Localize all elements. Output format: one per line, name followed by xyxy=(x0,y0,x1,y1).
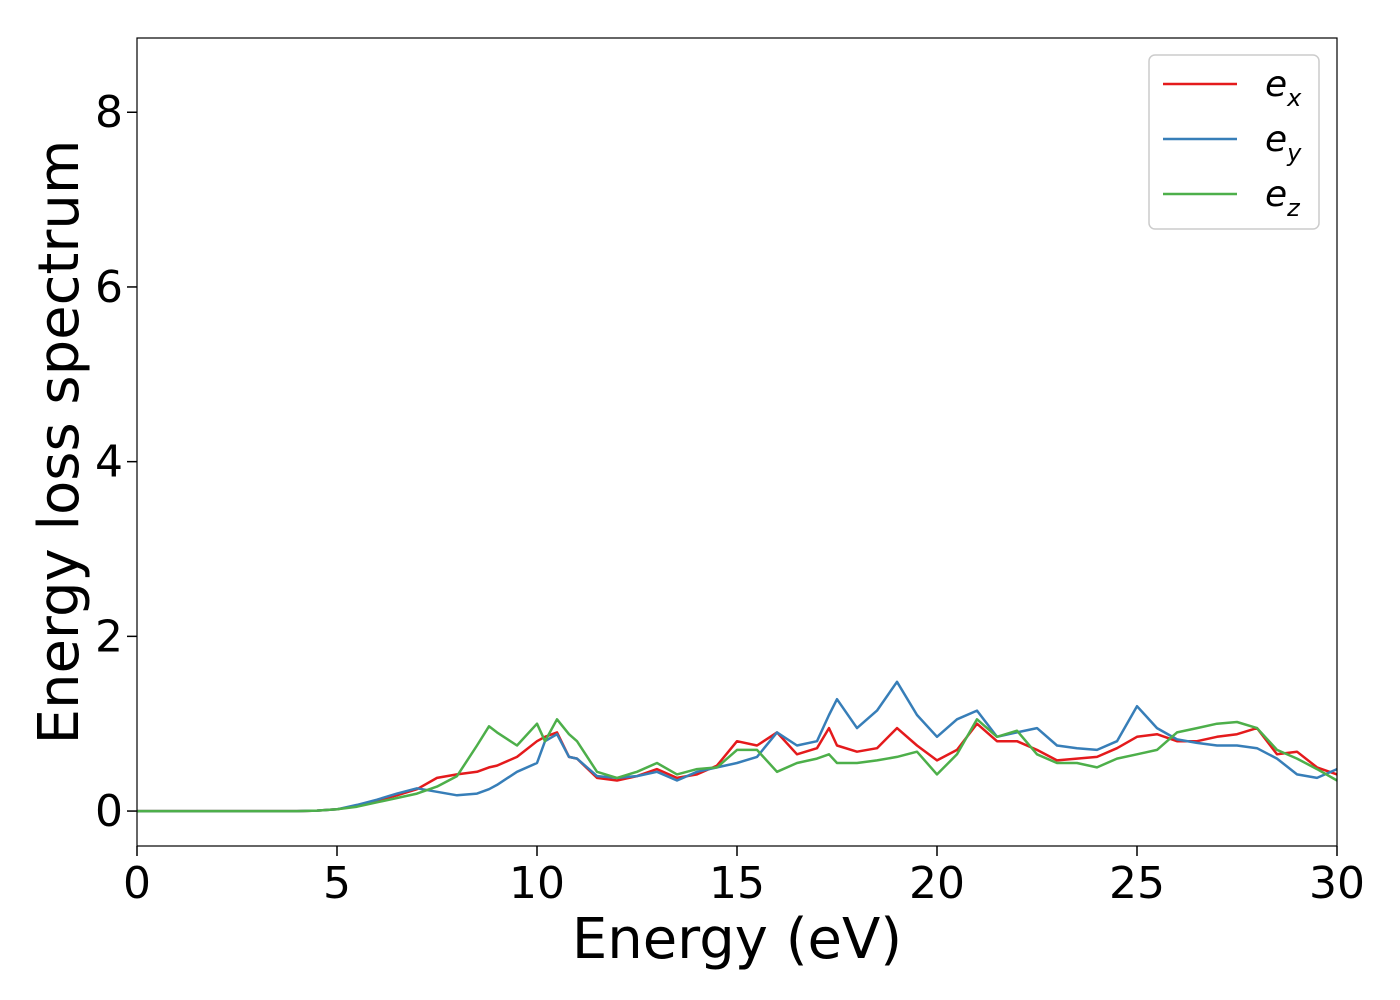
x-tick-label: 20 xyxy=(909,858,965,909)
legend-box xyxy=(1148,54,1320,230)
x-axis-title: Energy (eV) xyxy=(572,907,902,972)
x-tick-label: 15 xyxy=(709,858,765,909)
legend-items: ex ey ez xyxy=(1163,64,1302,222)
legend-label-ex: ex xyxy=(1265,64,1302,112)
y-tick-label: 8 xyxy=(95,87,123,138)
x-tick-label: 10 xyxy=(509,858,565,909)
series-line-ey xyxy=(137,680,1338,813)
y-tick-label: 2 xyxy=(95,611,123,662)
plot-background xyxy=(137,38,1337,846)
legend: ex ey ez xyxy=(1148,54,1320,230)
x-tick-label: 30 xyxy=(1309,858,1365,909)
x-tick-label: 25 xyxy=(1109,858,1165,909)
series-line-ez xyxy=(137,718,1338,813)
x-axis: 0 5 10 15 20 25 30 xyxy=(123,846,1365,909)
legend-label-ey: ey xyxy=(1265,119,1302,167)
series-layer xyxy=(137,680,1338,813)
y-axis-title: Energy loss spectrum xyxy=(27,140,92,745)
y-tick-label: 0 xyxy=(95,786,123,837)
y-axis: 0 2 4 6 8 xyxy=(95,87,137,837)
y-tick-label: 6 xyxy=(95,262,123,313)
legend-label-ez: ez xyxy=(1265,174,1301,222)
y-tick-label: 4 xyxy=(95,437,123,488)
x-tick-label: 5 xyxy=(323,858,351,909)
x-tick-label: 0 xyxy=(123,858,151,909)
